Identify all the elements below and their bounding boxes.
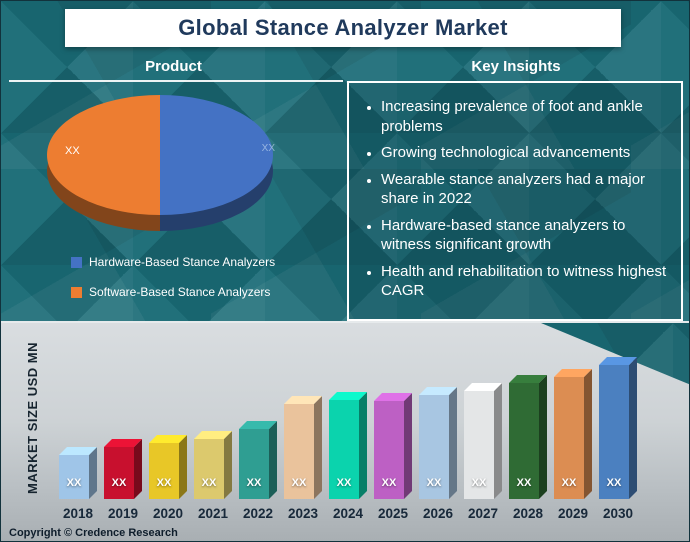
bar-2026: XX [419, 387, 457, 499]
heading-underline [9, 80, 343, 82]
pie-slice-label-software: XX [65, 145, 80, 157]
bar-front-face [419, 395, 449, 499]
bar-2029: XX [554, 369, 592, 499]
x-axis-tick-2026: 2026 [422, 506, 454, 521]
bar-2027: XX [464, 383, 502, 499]
insight-item: Increasing prevalence of foot and ankle … [381, 97, 673, 136]
x-axis-labels: 2018 2019 2020 2021 2022 2023 2024 2025 2026 2027… [59, 506, 637, 521]
bar-front-face [374, 401, 404, 499]
x-axis-tick-2018: 2018 [62, 506, 94, 521]
bar-front-face [329, 400, 359, 499]
product-pie-chart: XX XX [47, 95, 277, 245]
bar-top-face [374, 393, 412, 401]
insight-item: Growing technological advancements [381, 143, 673, 163]
bar-top-face [464, 383, 502, 391]
bar-front-face [284, 404, 314, 499]
bar-value-label: XX [336, 477, 352, 489]
bar-value-label: XX [111, 477, 127, 489]
x-axis-tick-2022: 2022 [242, 506, 274, 521]
insight-item: Wearable stance analyzers had a major sh… [381, 170, 673, 209]
x-axis-tick-2030: 2030 [602, 506, 634, 521]
bar-2024: XX [329, 392, 367, 499]
page-title: Global Stance Analyzer Market [178, 15, 508, 40]
bar-top-face [149, 435, 187, 443]
copyright-text: Copyright © Credence Research [9, 527, 178, 539]
bar-top-face [509, 375, 547, 383]
bar-value-label: XX [246, 477, 262, 489]
insights-list: Increasing prevalence of foot and ankle … [355, 97, 673, 301]
bar-2030: XX [599, 357, 637, 499]
key-insights-heading: Key Insights [471, 58, 561, 75]
x-axis-tick-2028: 2028 [512, 506, 544, 521]
bar-2022: XX [239, 421, 277, 499]
bar-front-face [509, 383, 539, 499]
bar-front-face [194, 439, 224, 499]
bar-value-label: XX [66, 477, 82, 489]
bar-value-label: XX [561, 477, 577, 489]
bar-top-face [239, 421, 277, 429]
y-axis-label: MARKET SIZE USD MN [25, 342, 40, 494]
bar-top-face [104, 439, 142, 447]
bar-front-face [149, 443, 179, 499]
key-insights-box: Increasing prevalence of foot and ankle … [347, 81, 683, 321]
legend-swatch [71, 256, 82, 268]
bar-top-face [419, 387, 457, 395]
x-axis-tick-2025: 2025 [377, 506, 409, 521]
bar-front-face [599, 365, 629, 499]
bar-value-label: XX [516, 477, 532, 489]
bar-chart-panel: MARKET SIZE USD MN XX XX XX XX XX XX XX XX XX XX X… [1, 321, 689, 541]
bar-2021: XX [194, 431, 232, 499]
pie-top-face [47, 95, 273, 215]
bar-front-face [464, 391, 494, 499]
legend-label: Hardware-Based Stance Analyzers [89, 255, 276, 269]
x-axis-tick-2021: 2021 [197, 506, 229, 521]
legend-label: Software-Based Stance Analyzers [89, 285, 271, 299]
bar-top-face [59, 447, 97, 455]
bar-front-face [104, 447, 134, 499]
pie-legend: Hardware-Based Stance Analyzers Software-… [71, 255, 275, 315]
x-axis-tick-2027: 2027 [467, 506, 499, 521]
x-axis-tick-2020: 2020 [152, 506, 184, 521]
insight-item: Hardware-based stance analyzers to witne… [381, 216, 673, 255]
bar-2023: XX [284, 396, 322, 499]
bar-top-face [194, 431, 232, 439]
bar-2019: XX [104, 439, 142, 499]
bar-2025: XX [374, 393, 412, 499]
legend-item: Hardware-Based Stance Analyzers [71, 255, 275, 269]
bar-front-face [554, 377, 584, 499]
bar-top-face [329, 392, 367, 400]
x-axis-tick-2024: 2024 [332, 506, 364, 521]
bar-value-label: XX [471, 477, 487, 489]
bar-top-face [599, 357, 637, 365]
bar-value-label: XX [201, 477, 217, 489]
header-box: Global Stance Analyzer Market [65, 9, 621, 47]
bar-value-label: XX [426, 477, 442, 489]
bars: XX XX XX XX XX XX XX XX XX XX XX XX XX [59, 357, 637, 499]
x-axis-tick-2019: 2019 [107, 506, 139, 521]
legend-swatch [71, 286, 82, 298]
bar-top-face [284, 396, 322, 404]
x-axis-tick-2029: 2029 [557, 506, 589, 521]
legend-item: Software-Based Stance Analyzers [71, 285, 275, 299]
bar-2020: XX [149, 435, 187, 499]
bar-front-face [239, 429, 269, 499]
bar-top-face [554, 369, 592, 377]
x-axis-tick-2023: 2023 [287, 506, 319, 521]
bar-value-label: XX [156, 477, 172, 489]
bar-value-label: XX [606, 477, 622, 489]
product-section-heading: Product [145, 58, 202, 75]
bar-2028: XX [509, 375, 547, 499]
bar-2018: XX [59, 447, 97, 499]
bar-front-face [59, 455, 89, 499]
bar-value-label: XX [381, 477, 397, 489]
bar-value-label: XX [291, 477, 307, 489]
insight-item: Health and rehabilitation to witness hig… [381, 262, 673, 301]
pie-slice-label-hardware: XX [261, 143, 275, 154]
